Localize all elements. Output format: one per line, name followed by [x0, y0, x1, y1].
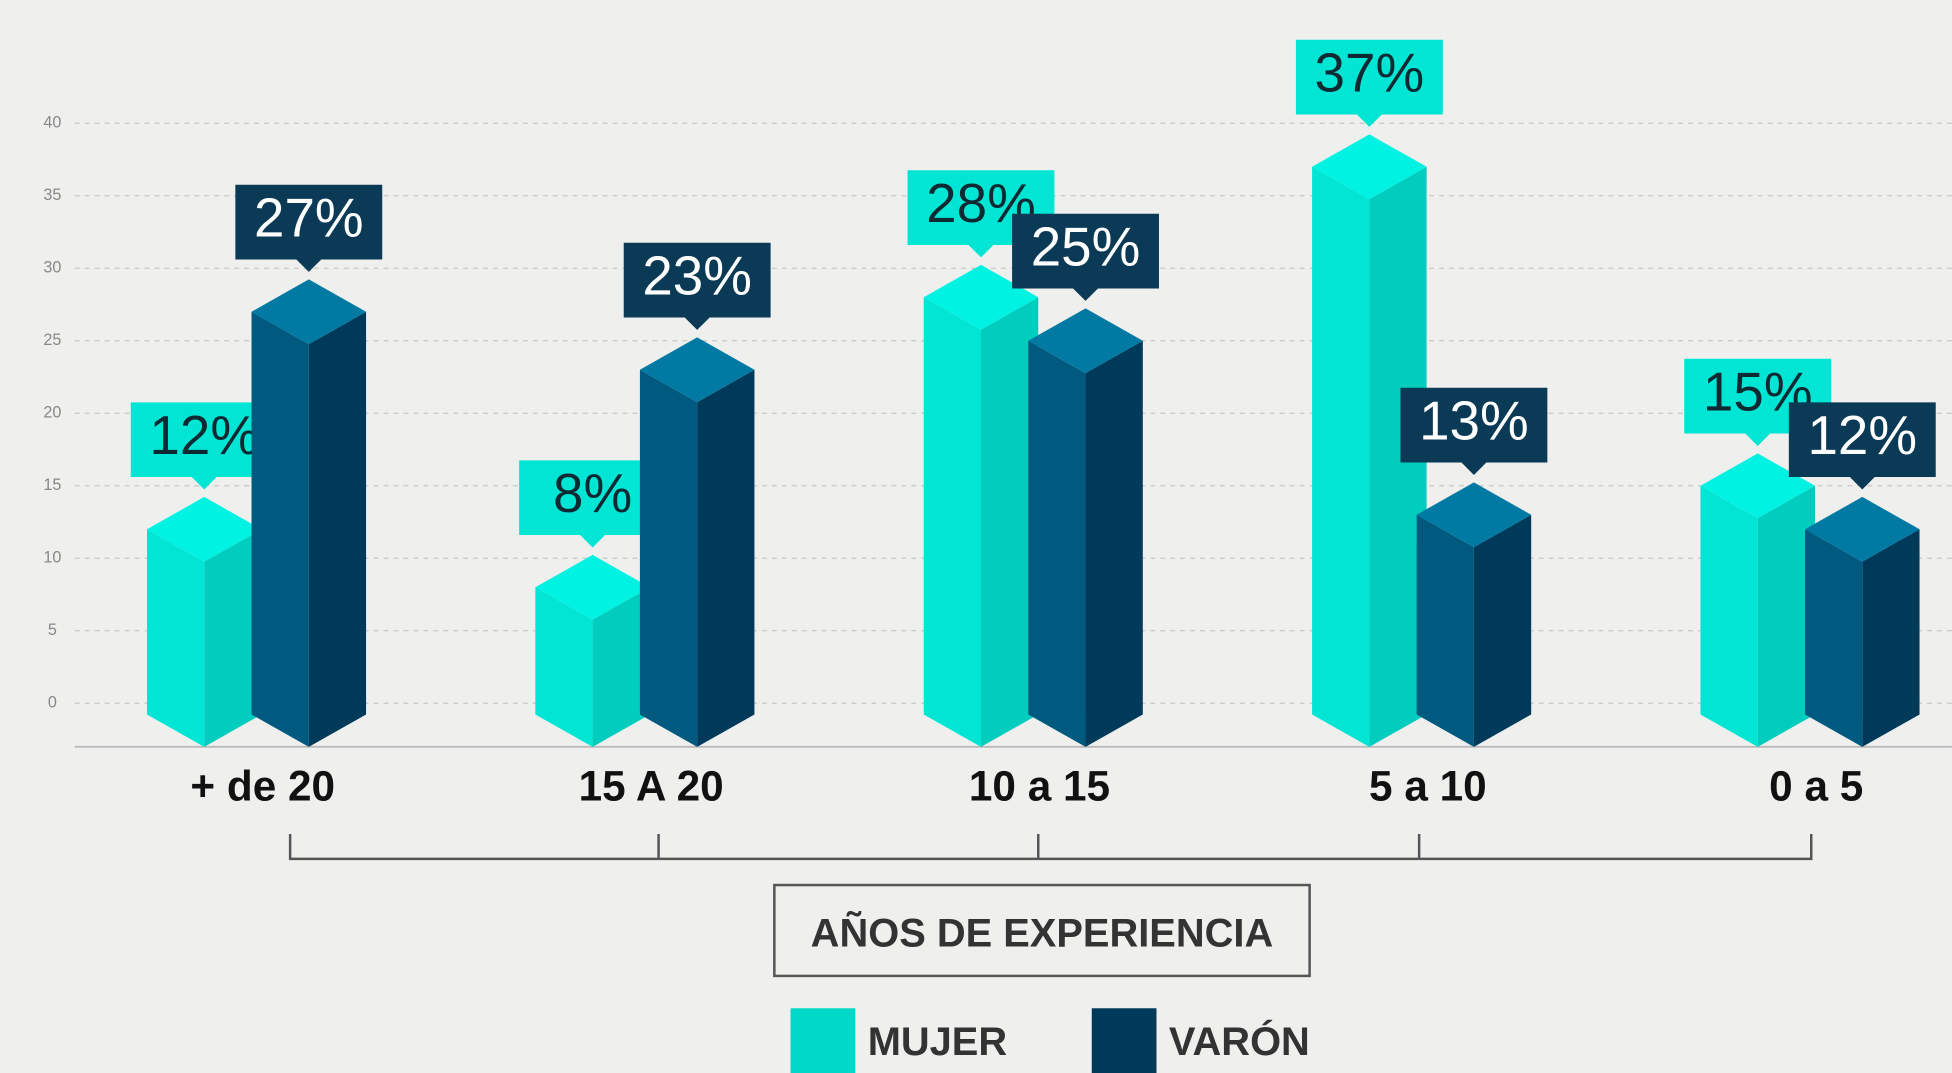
- y-tick-label: 25: [43, 331, 61, 349]
- data-label: 27%: [254, 187, 364, 249]
- bar-face: [251, 311, 309, 747]
- bar: [1805, 496, 1920, 747]
- bar-face: [1085, 340, 1143, 747]
- bar-face: [1369, 166, 1427, 747]
- bar: [1312, 134, 1427, 747]
- callout-box: [1400, 387, 1548, 475]
- y-tick-label: 20: [43, 404, 61, 422]
- callout-box: [623, 242, 771, 330]
- bar-face: [535, 587, 593, 747]
- data-label: 37%: [1315, 42, 1425, 104]
- y-tick-label: 0: [48, 694, 57, 712]
- x-tick-label: 10 a 15: [969, 762, 1110, 809]
- bar-face: [1805, 529, 1863, 747]
- bar-face: [535, 554, 650, 620]
- bracket: [288, 834, 1813, 861]
- data-label: 8%: [553, 462, 632, 524]
- data-label: 23%: [642, 245, 752, 307]
- bar-face: [697, 369, 755, 747]
- bar: [1700, 453, 1815, 747]
- legend-swatch: [1091, 1008, 1157, 1073]
- legend-label: MUJER: [868, 1020, 1007, 1064]
- bar-face: [923, 264, 1039, 330]
- bar-face: [1416, 482, 1532, 548]
- callout-box: [1012, 213, 1159, 301]
- y-tick-label: 5: [48, 621, 57, 639]
- bar-face: [639, 337, 755, 403]
- y-tick-label: 30: [43, 259, 61, 277]
- bar-face: [1028, 340, 1086, 747]
- legend-swatch: [790, 1008, 856, 1073]
- y-tick-label: 15: [43, 476, 61, 494]
- x-tick-label: 5 a 10: [1369, 762, 1487, 809]
- bar-face: [980, 297, 1039, 747]
- bar-face: [1028, 308, 1143, 374]
- x-tick-label: + de 20: [190, 762, 335, 809]
- axis-title-box: [773, 883, 1311, 978]
- bar: [251, 279, 367, 747]
- data-label: 25%: [1031, 216, 1141, 278]
- callout-box: [130, 402, 278, 490]
- x-tick-label: 0 a 5: [1769, 762, 1863, 809]
- bar: [535, 554, 650, 747]
- x-axis-title: AÑOS DE EXPERIENCIA: [811, 910, 1274, 956]
- bar-face: [592, 587, 650, 747]
- bar-face: [204, 529, 262, 747]
- y-tick-label: 40: [43, 114, 61, 132]
- bar: [1028, 308, 1143, 747]
- legend-label: VARÓN: [1169, 1018, 1310, 1064]
- callout-box: [235, 184, 383, 272]
- y-tick-label: 10: [43, 549, 61, 567]
- bar-face: [146, 496, 262, 562]
- bar-face: [1312, 166, 1370, 747]
- data-label: 12%: [1807, 404, 1917, 466]
- bar-face: [1312, 134, 1427, 200]
- callout-box: [1788, 402, 1936, 490]
- data-label: 12%: [149, 404, 259, 466]
- bar: [639, 337, 755, 747]
- bar: [1416, 482, 1532, 747]
- bar-face: [146, 529, 205, 747]
- bar-face: [1700, 485, 1758, 747]
- callout-box: [519, 460, 667, 548]
- bar: [146, 496, 262, 747]
- bar-face: [923, 297, 981, 747]
- bar-face: [1862, 529, 1920, 747]
- bar-face: [1757, 485, 1815, 747]
- data-label: 13%: [1419, 390, 1529, 452]
- callout-box: [1295, 39, 1443, 127]
- bar-face: [639, 369, 698, 747]
- bar-face: [251, 279, 367, 345]
- bar: [923, 264, 1039, 747]
- bar-face: [1473, 514, 1532, 747]
- bar-face: [308, 311, 367, 747]
- x-tick-label: 15 A 20: [579, 762, 724, 809]
- bar-face: [1416, 514, 1474, 747]
- y-tick-label: 35: [43, 186, 61, 204]
